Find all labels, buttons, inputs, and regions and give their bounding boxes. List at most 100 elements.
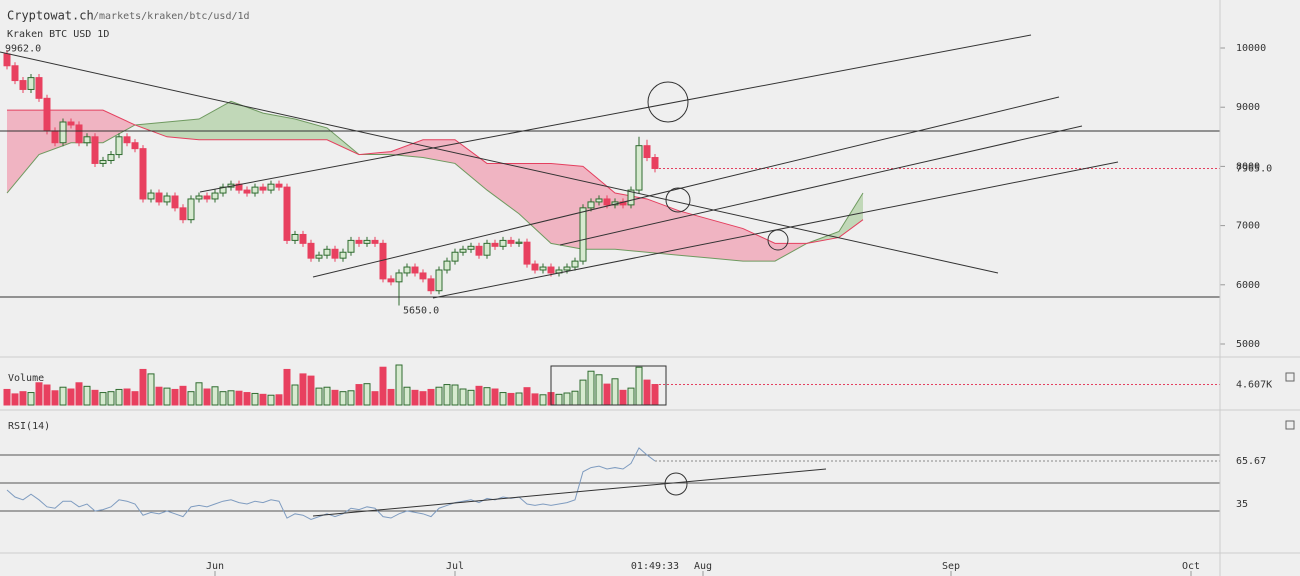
volume-bar <box>419 391 427 406</box>
x-tick-label: Aug <box>694 561 712 572</box>
cloud-segment <box>647 198 679 256</box>
volume-bar <box>227 390 235 406</box>
rsi-trend-line <box>312 468 827 517</box>
volume-bar <box>3 388 11 406</box>
chart-title: Kraken BTC USD 1D <box>7 29 109 40</box>
cloud-segment <box>231 101 263 140</box>
candle-body <box>3 53 11 67</box>
last-price-label: 7965.0 <box>1236 163 1272 174</box>
candle-body <box>395 272 403 283</box>
candle-body <box>491 242 499 247</box>
volume-bar <box>635 366 643 406</box>
volume-bar <box>243 392 251 406</box>
candle-body <box>451 251 459 262</box>
candle-body <box>99 159 107 164</box>
volume-bar <box>435 386 443 406</box>
volume-bar <box>67 388 75 406</box>
pane-title: Volume <box>8 373 44 384</box>
volume-bar <box>371 391 379 406</box>
candle-body <box>523 241 531 265</box>
cloud-segment <box>519 163 551 244</box>
cursor-time: 01:49:33 <box>631 561 679 572</box>
volume-bar <box>579 379 587 406</box>
close-pane[interactable] <box>1285 372 1295 382</box>
candle-body <box>627 189 635 206</box>
y-tick-label: 10000 <box>1236 43 1266 54</box>
candle-body <box>291 233 299 241</box>
volume-bar <box>11 393 19 406</box>
volume-bar <box>283 368 291 406</box>
volume-bar <box>491 388 499 406</box>
volume-bar <box>107 391 115 406</box>
candle-body <box>219 186 227 194</box>
candle-body <box>195 195 203 200</box>
volume-bar <box>203 388 211 406</box>
candle-body <box>467 245 475 250</box>
volume-bar <box>27 392 35 406</box>
close-pane[interactable] <box>1285 420 1295 430</box>
candle-body <box>51 130 59 144</box>
candle-body <box>243 189 251 194</box>
volume-bar <box>483 387 491 406</box>
candle-body <box>267 183 275 191</box>
candle-body <box>435 269 443 292</box>
cloud-segment <box>167 119 199 140</box>
cloud-segment <box>487 163 519 214</box>
candle-body <box>635 145 643 191</box>
volume-bar <box>595 374 603 406</box>
volume-bar <box>299 373 307 406</box>
volume-bar <box>403 386 411 406</box>
cloud-segment <box>679 210 711 259</box>
candle-body <box>123 136 131 144</box>
cloud-segment <box>103 110 135 143</box>
cloud-segment <box>199 101 231 140</box>
candle-body <box>131 142 139 150</box>
candle-body <box>163 195 171 203</box>
volume-bar <box>123 388 131 406</box>
candle-body <box>19 80 27 90</box>
volume-bar <box>43 384 51 406</box>
circle-marker <box>767 229 789 251</box>
candle-body <box>547 266 555 274</box>
volume-bar <box>147 373 155 406</box>
volume-last-label: 4.607K <box>1236 380 1272 391</box>
volume-bar <box>603 383 611 406</box>
candle-body <box>507 239 515 244</box>
candle-body <box>651 157 659 169</box>
volume-bar <box>187 391 195 406</box>
volume-bar <box>355 384 363 406</box>
volume-bar <box>539 394 547 406</box>
volume-bar <box>139 368 147 406</box>
trend-line <box>559 125 1083 246</box>
trend-line <box>0 51 999 274</box>
candle-body <box>475 245 483 256</box>
candle-body <box>91 136 99 164</box>
y-tick-label: 35 <box>1236 499 1248 510</box>
candle-body <box>427 278 435 292</box>
price-annotation: 9962.0 <box>5 43 41 54</box>
candle-body <box>355 239 363 244</box>
volume-bar <box>643 379 651 406</box>
volume-bar <box>195 382 203 406</box>
volume-bar <box>163 387 171 406</box>
volume-bar <box>587 370 595 406</box>
volume-bar <box>179 385 187 406</box>
candle-body <box>531 263 539 271</box>
candle-body <box>35 77 43 99</box>
volume-bar <box>627 387 635 406</box>
candle-body <box>275 183 283 188</box>
volume-bar <box>323 386 331 406</box>
y-tick-label: 5000 <box>1236 339 1260 350</box>
volume-bar <box>251 392 259 406</box>
volume-bar <box>291 384 299 406</box>
volume-bar <box>331 389 339 406</box>
volume-bar <box>515 392 523 406</box>
candle-body <box>339 251 347 259</box>
volume-bar <box>35 382 43 406</box>
candle-body <box>307 242 315 259</box>
cloud-segment <box>743 228 775 262</box>
circle-marker <box>647 81 689 123</box>
candle-body <box>59 121 67 144</box>
volume-bar <box>451 384 459 406</box>
